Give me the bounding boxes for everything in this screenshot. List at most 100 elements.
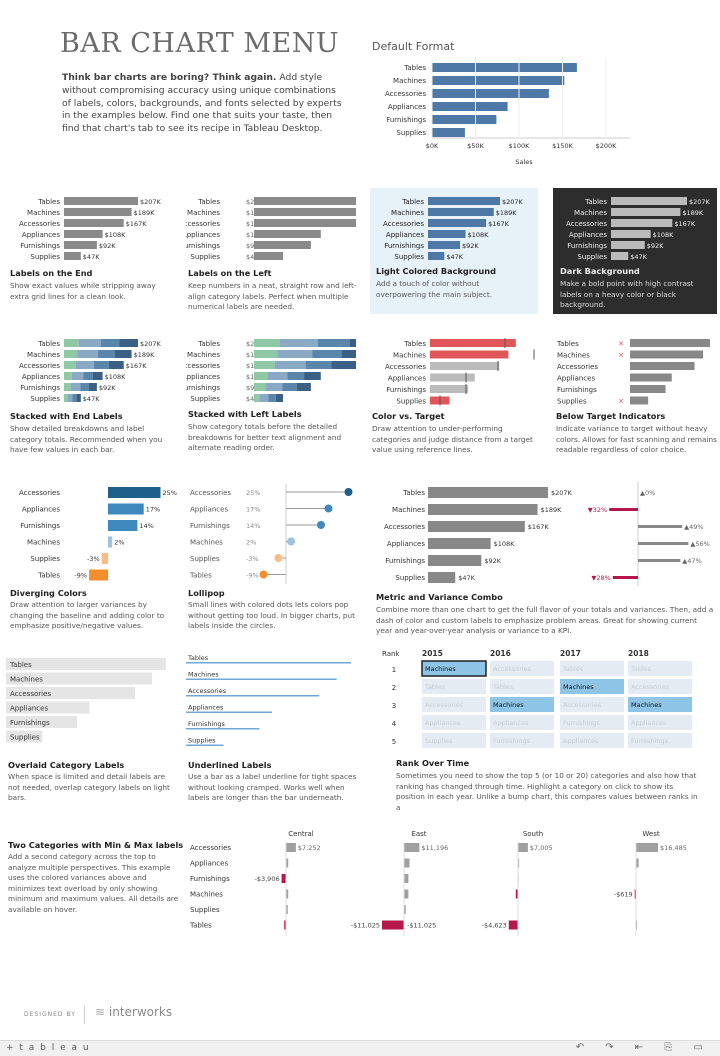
value-label: 14% bbox=[139, 522, 153, 530]
color-target-chart[interactable]: Tables Machines Accessories Appliances Furni… bbox=[370, 336, 540, 406]
rank-cell-label: Machines bbox=[425, 665, 456, 673]
bar bbox=[515, 889, 518, 899]
category-label: Supplies bbox=[396, 129, 426, 137]
bar bbox=[428, 219, 487, 227]
rank-cell bbox=[490, 733, 554, 748]
labels-end-chart[interactable]: Tables $207K Machines $189K Accessories $167K… bbox=[8, 194, 178, 264]
below-target-icon: ✕ bbox=[618, 352, 624, 360]
labels-left-chart[interactable]: Tables$207KMachines$189KAccessories$167K… bbox=[186, 194, 356, 264]
bar bbox=[432, 102, 508, 111]
tableau-logo[interactable]: + t a b l e a u bbox=[6, 1043, 91, 1053]
bar bbox=[630, 373, 672, 382]
dark-bg-desc: Make a bold point with high contrast lab… bbox=[560, 279, 694, 310]
category-label: Supplies bbox=[188, 737, 216, 745]
bar bbox=[428, 572, 456, 583]
metric-variance-chart[interactable]: Tables $207K ▲0% Machines $189K ▼32% Accessori… bbox=[370, 482, 715, 588]
category-label: Furnishings bbox=[186, 242, 220, 250]
underlined-title: Underlined Labels bbox=[188, 760, 272, 770]
rank-cell-label: Accessories bbox=[493, 665, 532, 673]
bar bbox=[428, 538, 491, 549]
bar bbox=[430, 339, 516, 347]
year-header: 2015 bbox=[422, 649, 443, 658]
bar-segment bbox=[114, 350, 132, 358]
value-label: -9% bbox=[74, 572, 87, 580]
bar-segment bbox=[318, 339, 350, 347]
bar bbox=[404, 843, 420, 852]
max-label: $7,252 bbox=[298, 844, 321, 852]
category-label: Appliances bbox=[22, 373, 60, 381]
min-label: -$11,025 bbox=[351, 922, 380, 930]
value-label: $108K bbox=[468, 231, 490, 239]
below-target-icon: ✕ bbox=[618, 340, 624, 348]
year-header: 2018 bbox=[628, 649, 649, 658]
bar bbox=[6, 701, 90, 714]
category-label: Tables bbox=[556, 340, 579, 348]
bar-segment bbox=[64, 361, 76, 369]
below-target-chart[interactable]: Tables ✕ Machines ✕ Accessories Appliances Fur… bbox=[555, 336, 715, 406]
bar bbox=[6, 672, 153, 685]
stacked-left-chart[interactable]: Tables$207KMachines$189KAccessories$167K… bbox=[186, 336, 356, 406]
stacked-end-chart[interactable]: Tables $207K Machines $189K Accessories $167K… bbox=[8, 336, 178, 406]
two-category-chart[interactable]: Central East South West Accessories $7,252 $11… bbox=[186, 826, 716, 936]
category-label: Accessories bbox=[190, 844, 231, 852]
value-label: $189K bbox=[541, 506, 563, 514]
two-cat-desc: Add a second category across the top to … bbox=[8, 852, 179, 914]
diverging-chart[interactable]: Accessories 25% Appliances 17% Furnishings 14… bbox=[8, 484, 178, 584]
rank-cell bbox=[628, 715, 692, 730]
bar bbox=[636, 843, 658, 852]
category-label: Appliances bbox=[190, 860, 228, 868]
rank-number: 3 bbox=[392, 702, 396, 710]
light-bg-chart[interactable]: Tables $207K Machines $189K Accessories $167K… bbox=[372, 194, 537, 264]
rank-cell bbox=[628, 733, 692, 748]
value-label: -9% bbox=[246, 572, 259, 580]
dark-bg-chart[interactable]: Tables $207K Machines $189K Accessories $167K… bbox=[553, 194, 717, 264]
category-label: Accessories bbox=[383, 220, 424, 228]
rank-number: 5 bbox=[392, 738, 396, 746]
lollipop-chart[interactable]: Accessories 25% Appliances 17% Furnishings 14… bbox=[186, 484, 356, 584]
variance-bar bbox=[638, 559, 681, 562]
category-label: Appliances bbox=[22, 506, 60, 514]
rank-over-time-chart[interactable]: Rank 2015 2016 2017 2018 1 Machines Accessories… bbox=[370, 646, 715, 752]
max-label: $16,485 bbox=[660, 844, 687, 852]
bar-segment bbox=[274, 361, 306, 369]
rank-cell bbox=[560, 697, 624, 712]
category-label: Tables bbox=[187, 654, 209, 662]
category-label: Furnishings bbox=[20, 384, 60, 392]
bar-segment bbox=[92, 372, 103, 380]
overlaid-chart[interactable]: Tables Machines Accessories Appliances Furni… bbox=[6, 656, 178, 748]
rank-cell bbox=[560, 715, 624, 730]
bar bbox=[64, 219, 124, 227]
value-label: $47K bbox=[446, 253, 463, 261]
category-label: Machines bbox=[27, 209, 60, 217]
region-header: Central bbox=[288, 830, 314, 838]
bar-segment bbox=[268, 394, 276, 402]
bar bbox=[108, 503, 144, 515]
color-target-title: Color vs. Target bbox=[372, 411, 445, 421]
category-label: Supplies bbox=[10, 734, 40, 742]
toolbar-icons[interactable]: ↶ ↷ ⇤ ⎘ ▭ bbox=[575, 1042, 712, 1053]
category-label: Furnishings bbox=[188, 720, 226, 728]
bar bbox=[6, 687, 136, 699]
x-tick-label: $150K bbox=[552, 142, 574, 150]
bar-segment bbox=[305, 361, 332, 369]
category-label: Accessories bbox=[188, 687, 227, 695]
bar-segment bbox=[78, 339, 101, 347]
rank-cell bbox=[490, 679, 554, 694]
category-label: Accessories bbox=[186, 220, 220, 228]
dot bbox=[274, 554, 283, 562]
year-header: 2017 bbox=[560, 649, 581, 658]
bar-segment bbox=[254, 372, 268, 380]
max-label: $7,005 bbox=[530, 844, 553, 852]
default-format-chart[interactable]: Tables Machines Accessories Appliances Furni… bbox=[370, 56, 630, 168]
value-label: $207K bbox=[502, 198, 524, 206]
bar bbox=[611, 241, 645, 249]
value-label: $47K bbox=[83, 395, 100, 403]
rank-number: 1 bbox=[392, 666, 396, 674]
underlined-chart[interactable]: Tables Machines Accessories Appliances Furni… bbox=[186, 650, 356, 748]
bar bbox=[611, 252, 629, 260]
value-label: $189K bbox=[682, 209, 704, 217]
value-label: $167K bbox=[528, 523, 550, 531]
rank-desc: Sometimes you need to show the top 5 (or… bbox=[396, 771, 698, 812]
diverging-desc: Draw attention to larger variances by ch… bbox=[10, 600, 165, 631]
